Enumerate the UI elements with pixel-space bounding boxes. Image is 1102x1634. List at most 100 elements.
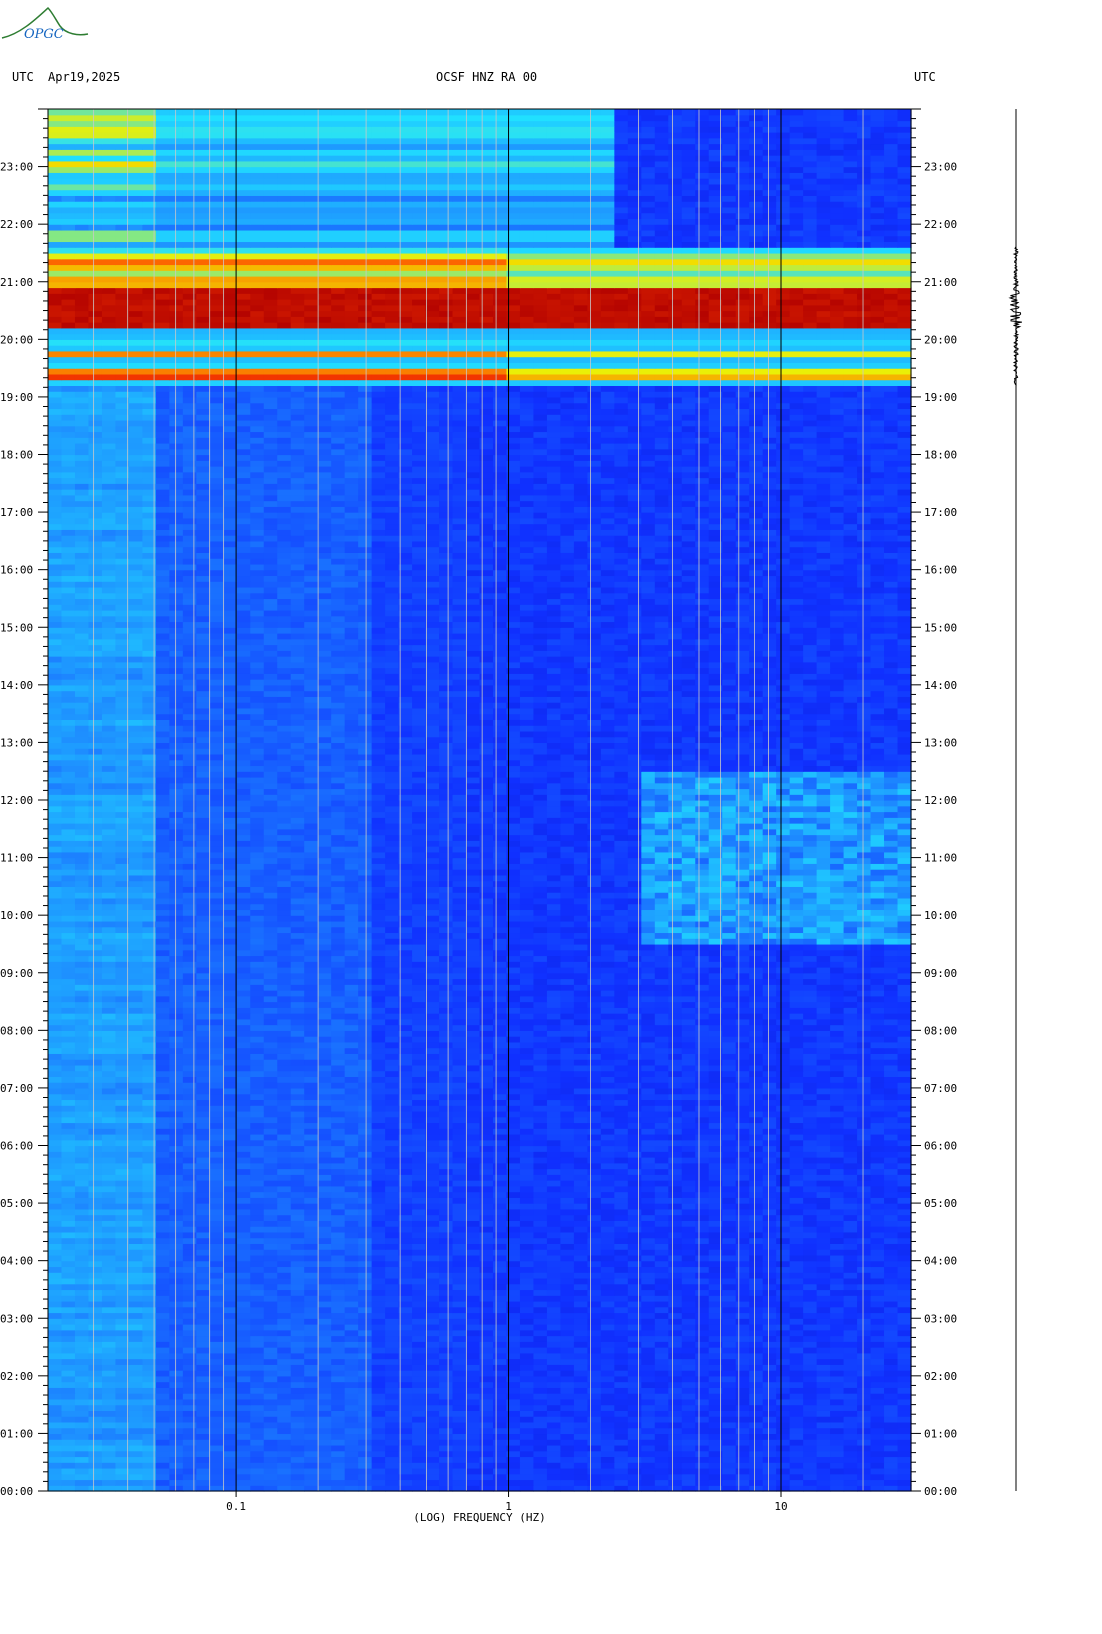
heatmap-cell — [533, 1203, 548, 1210]
heatmap-cell — [762, 1387, 777, 1394]
heatmap-cell — [466, 1093, 481, 1101]
heatmap-cell — [128, 1185, 143, 1193]
heatmap-cell — [560, 1433, 575, 1440]
heatmap-cell — [290, 1410, 305, 1417]
heatmap-cell — [142, 1467, 157, 1475]
heatmap-cell — [506, 1473, 521, 1481]
heatmap-cell — [533, 1318, 548, 1325]
heatmap-cell — [466, 1456, 481, 1463]
heatmap-cell — [762, 1381, 777, 1388]
heatmap-cell — [74, 1053, 90, 1060]
heatmap-cell — [884, 1364, 899, 1371]
heatmap-cell — [843, 1191, 858, 1198]
heatmap-cell — [385, 1168, 400, 1175]
heatmap-cell — [722, 1300, 737, 1308]
heatmap-cell — [546, 1093, 561, 1101]
heatmap-cell — [101, 1133, 117, 1141]
heatmap-cell — [479, 1439, 494, 1446]
heatmap-cell — [452, 1214, 467, 1221]
heatmap-cell — [573, 1381, 588, 1388]
heatmap-cell — [587, 1341, 602, 1348]
heatmap-cell — [776, 1329, 791, 1337]
heatmap-cell — [74, 1110, 90, 1118]
heatmap-cell — [209, 1277, 224, 1285]
heatmap-cell — [857, 1260, 872, 1268]
heatmap-cell — [762, 1329, 777, 1337]
heatmap-cell — [412, 1416, 427, 1423]
heatmap-cell — [358, 1300, 373, 1308]
heatmap-cell — [196, 1364, 211, 1371]
heatmap-cell — [708, 1087, 723, 1095]
heatmap-cell — [128, 1450, 143, 1458]
heatmap-cell — [277, 1289, 292, 1296]
heatmap-cell — [803, 1151, 818, 1158]
heatmap-cell — [533, 1324, 548, 1331]
heatmap-cell — [546, 1168, 561, 1175]
heatmap-cell — [385, 1289, 400, 1296]
heatmap-cell — [61, 1180, 76, 1187]
heatmap-cell — [830, 1289, 845, 1296]
heatmap-cell — [331, 1133, 346, 1141]
heatmap-cell — [627, 1220, 642, 1227]
heatmap-cell — [277, 1087, 292, 1095]
heatmap-cell — [412, 1306, 427, 1314]
heatmap-cell — [533, 1093, 548, 1101]
heatmap-cell — [101, 1272, 117, 1279]
heatmap-cell — [250, 1220, 265, 1227]
heatmap-cell — [344, 1456, 359, 1463]
heatmap-cell — [412, 1110, 427, 1118]
heatmap-cell — [641, 1462, 656, 1469]
heatmap-cell — [560, 1404, 575, 1411]
heatmap-cell — [708, 1485, 723, 1492]
heatmap-cell — [614, 1393, 629, 1400]
heatmap-cell — [344, 1220, 359, 1227]
heatmap-cell — [358, 1208, 373, 1216]
heatmap-cell — [74, 1237, 90, 1244]
heatmap-cell — [641, 1347, 656, 1354]
heatmap-cell — [695, 1157, 710, 1164]
heatmap-cell — [358, 1473, 373, 1481]
heatmap-cell — [654, 1197, 669, 1204]
heatmap-cell — [128, 1444, 143, 1452]
heatmap-cell — [492, 1450, 508, 1458]
heatmap-cell — [263, 1064, 278, 1072]
heatmap-cell — [587, 1093, 602, 1101]
heatmap-cell — [776, 1133, 791, 1141]
heatmap-cell — [479, 1341, 494, 1348]
heatmap-cell — [573, 1352, 588, 1360]
heatmap-cell — [884, 1433, 899, 1440]
heatmap-cell — [452, 1341, 467, 1348]
heatmap-cell — [546, 1145, 561, 1152]
heatmap-cell — [452, 1237, 467, 1244]
heatmap-cell — [749, 1231, 764, 1239]
heatmap-cell — [466, 1116, 481, 1124]
heatmap-cell — [627, 1168, 642, 1175]
heatmap-cell — [519, 1335, 535, 1342]
heatmap-cell — [479, 1462, 494, 1469]
heatmap-cell — [88, 1191, 103, 1198]
heatmap-cell — [546, 1220, 561, 1227]
heatmap-cell — [641, 1243, 656, 1250]
heatmap-cell — [169, 1099, 184, 1106]
heatmap-cell — [708, 1318, 723, 1325]
heatmap-cell — [573, 1375, 588, 1383]
heatmap-cell — [519, 1214, 535, 1221]
heatmap-cell — [439, 1450, 454, 1458]
heatmap-cell — [209, 1070, 224, 1077]
heatmap-cell — [857, 1197, 872, 1204]
heatmap-cell — [762, 1174, 777, 1181]
heatmap-cell — [681, 1393, 696, 1400]
heatmap-cell — [654, 1277, 669, 1285]
heatmap-cell — [182, 1318, 197, 1325]
heatmap-cell — [776, 1203, 791, 1210]
heatmap-cell — [155, 1439, 170, 1446]
heatmap-cell — [857, 1064, 872, 1072]
heatmap-cell — [519, 1191, 535, 1198]
heatmap-cell — [830, 1335, 845, 1342]
heatmap-cell — [843, 1076, 858, 1083]
heatmap-cell — [492, 1352, 508, 1360]
heatmap-cell — [169, 1105, 184, 1112]
heatmap-cell — [290, 1208, 305, 1216]
heatmap-cell — [641, 1473, 656, 1481]
heatmap-cell — [627, 1295, 642, 1302]
